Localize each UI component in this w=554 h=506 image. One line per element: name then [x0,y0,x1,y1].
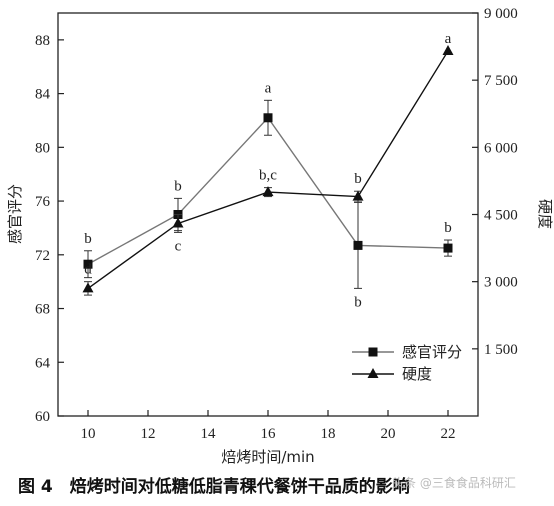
left-y-tick-label: 60 [35,409,50,425]
x-tick-label: 20 [381,426,396,442]
x-axis: 10 12 14 16 18 20 22 [81,410,456,442]
left-y-tick-label: 88 [35,33,50,49]
watermark: 头条 @三食食品科研汇 [392,476,516,490]
data-point-triangle [82,282,94,293]
data-point-square [353,240,363,250]
right-y-axis: 1 500 3 000 4 500 6 000 7 500 9 000 [472,6,518,358]
right-y-tick-label: 7 500 [484,73,518,89]
right-y-tick-label: 9 000 [484,6,518,22]
significance-label: b [354,171,362,187]
significance-label: c [175,238,182,254]
significance-label: d [84,262,92,278]
left-y-tick-label: 64 [35,355,51,371]
dual-axis-line-chart: 10 12 14 16 18 20 22 60 64 68 72 76 80 84 88 1 500 3 0… [6,6,554,466]
data-point-square [443,243,453,253]
legend-marker-triangle [367,368,379,378]
left-y-axis-title: 感官评分 [6,184,24,244]
right-y-tick-label: 4 500 [484,208,518,224]
significance-label: b [174,178,182,194]
left-y-axis: 60 64 68 72 76 80 84 88 [35,33,64,425]
left-y-tick-label: 84 [35,87,51,103]
legend-label: 硬度 [402,365,432,383]
significance-label: b [354,294,362,310]
significance-label: a [265,80,272,96]
x-tick-label: 12 [141,426,156,442]
x-tick-label: 10 [81,426,96,442]
left-y-tick-label: 80 [35,140,50,156]
right-y-axis-title: 硬度 [536,199,554,229]
x-axis-title: 焙烤时间/min [221,448,314,466]
data-point-square [83,259,93,269]
figure-caption: 图 4 焙烤时间对低糖低脂青稞代餐饼干品质的影响 [18,477,410,497]
data-point-square [263,113,273,123]
x-tick-label: 18 [321,426,336,442]
significance-label: b [84,231,92,247]
x-tick-label: 16 [261,426,277,442]
data-point-triangle [262,186,274,197]
significance-label: a [445,31,452,47]
data-point-triangle [172,217,184,228]
left-y-tick-label: 72 [35,248,50,264]
x-tick-label: 14 [201,426,217,442]
data-point-triangle [442,45,454,56]
right-y-tick-label: 3 000 [484,275,518,291]
data-point-triangle [352,190,364,201]
left-y-tick-label: 76 [35,194,51,210]
legend-marker-square [368,347,378,357]
x-tick-label: 22 [441,426,456,442]
right-y-tick-label: 1 500 [484,342,518,358]
right-y-tick-label: 6 000 [484,140,518,156]
legend-label: 感官评分 [402,343,462,361]
significance-label: b [444,220,452,236]
left-y-tick-label: 68 [35,302,50,318]
significance-label: b,c [259,168,277,184]
